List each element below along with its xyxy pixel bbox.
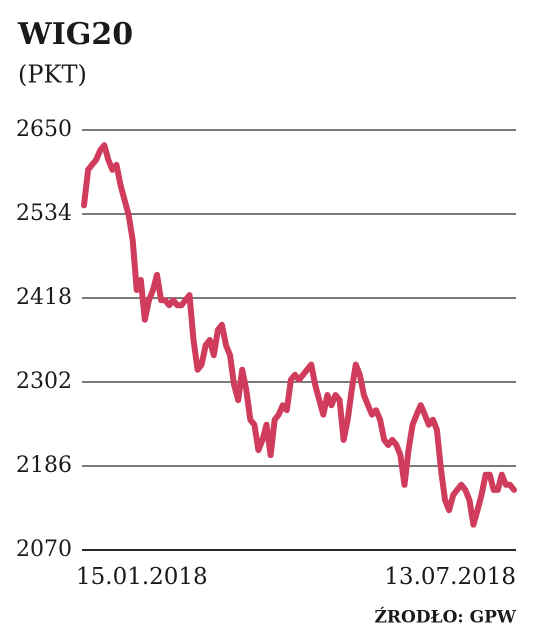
y-tick-label: 2650: [16, 117, 72, 142]
y-tick-label: 2418: [16, 285, 72, 310]
x-tick-label: 15.01.2018: [76, 564, 208, 590]
data-line: [81, 142, 517, 528]
y-tick-label: 2186: [16, 453, 72, 478]
chart-subtitle: (PKT): [18, 61, 87, 89]
y-tick-label: 2534: [16, 201, 72, 226]
chart-title: WIG20: [17, 17, 133, 52]
y-tick-label: 2070: [16, 537, 72, 562]
source: ŹRODŁO: GPW: [374, 607, 516, 628]
x-tick-label: 13.07.2018: [384, 564, 516, 590]
y-tick-label: 2302: [16, 369, 72, 394]
